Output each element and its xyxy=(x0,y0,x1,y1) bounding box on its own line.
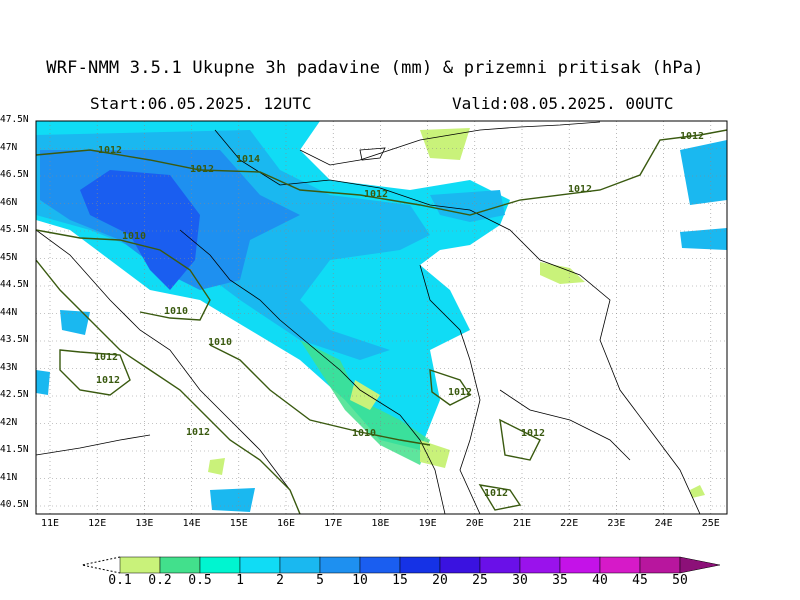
lon-tick-label: 15E xyxy=(229,518,248,529)
lon-tick-label: 16E xyxy=(276,518,296,529)
precip-field xyxy=(36,121,727,512)
lat-tick-label: 41.5N xyxy=(0,444,29,455)
isobar-label: 1012 xyxy=(98,145,122,156)
lon-tick-label: 23E xyxy=(607,518,626,529)
isobar-label: 1014 xyxy=(236,154,260,165)
legend-label: 40 xyxy=(592,573,608,588)
legend-label: 35 xyxy=(552,573,568,588)
lat-tick-label: 45.5N xyxy=(0,224,29,235)
isobar-label: 1010 xyxy=(352,428,376,439)
legend-swatch xyxy=(439,556,481,574)
legend-swatch xyxy=(639,556,681,574)
precipitation-map: 1012 1012 1014 1012 1010 1010 1010 1012 1012 1012… xyxy=(35,120,728,515)
isobar-label: 1012 xyxy=(448,387,472,398)
isobar-label: 1010 xyxy=(122,231,146,242)
lon-tick-label: 13E xyxy=(135,518,154,529)
isobar-label: 1012 xyxy=(94,352,118,363)
legend-label: 0.1 xyxy=(108,573,132,588)
valid-time: Valid:08.05.2025. 00UTC xyxy=(452,94,674,113)
lat-tick-label: 47.5N xyxy=(0,114,29,125)
isobar-label: 1012 xyxy=(568,184,592,195)
legend-swatch xyxy=(359,556,401,574)
legend-over-triangle xyxy=(679,556,721,574)
lat-tick-label: 42.5N xyxy=(0,389,29,400)
color-legend xyxy=(81,556,721,574)
isobar-label: 1012 xyxy=(521,428,545,439)
legend-swatch xyxy=(239,556,281,574)
legend-label: 25 xyxy=(472,573,488,588)
lon-tick-label: 18E xyxy=(371,518,390,529)
isobar-label: 1010 xyxy=(164,306,188,317)
legend-label: 20 xyxy=(432,573,448,588)
lat-tick-label: 43.5N xyxy=(0,334,29,345)
lon-tick-label: 22E xyxy=(560,518,579,529)
legend-swatch xyxy=(319,556,361,574)
legend-label: 45 xyxy=(632,573,648,588)
legend-swatch xyxy=(479,556,521,574)
lon-tick-label: 12E xyxy=(88,518,107,529)
legend-label: 15 xyxy=(392,573,408,588)
precip-area-light-green xyxy=(350,380,450,468)
legend-swatch xyxy=(199,556,241,574)
isobar-labels: 1012 1012 1014 1012 1010 1010 1010 1012 1012 1012… xyxy=(94,131,704,499)
legend-label: 0.2 xyxy=(148,573,172,588)
legend-label: 50 xyxy=(672,573,688,588)
legend-swatch xyxy=(559,556,601,574)
legend-label: 0.5 xyxy=(188,573,212,588)
legend-swatch xyxy=(159,556,201,574)
isobar-label: 1012 xyxy=(190,164,214,175)
lat-tick-label: 41N xyxy=(0,471,18,483)
legend-swatch xyxy=(279,556,321,574)
lat-tick-label: 40.5N xyxy=(0,499,29,510)
lon-tick-label: 24E xyxy=(654,518,673,529)
map-title: WRF-NMM 3.5.1 Ukupne 3h padavine (mm) & … xyxy=(46,58,704,78)
precip-area-core xyxy=(80,170,200,290)
isobar-label: 1012 xyxy=(364,189,388,200)
coastlines-borders xyxy=(36,121,701,514)
lat-tick-label: 44.5N xyxy=(0,279,29,290)
legend-swatch xyxy=(399,556,441,574)
isobar-label: 1012 xyxy=(484,488,508,499)
lon-tick-label: 11E xyxy=(40,518,60,529)
legend-swatch xyxy=(119,556,161,574)
lon-tick-label: 25E xyxy=(701,518,720,529)
legend-swatch xyxy=(599,556,641,574)
isobar-label: 1012 xyxy=(680,131,704,142)
lon-tick-label: 21E xyxy=(512,518,532,529)
legend-label: 30 xyxy=(512,573,528,588)
lon-tick-label: 17E xyxy=(324,518,343,529)
lat-tick-label: 47N xyxy=(0,141,18,153)
legend-swatch xyxy=(519,556,561,574)
legend-under-triangle xyxy=(81,556,121,574)
lat-tick-label: 46.5N xyxy=(0,169,29,180)
isobars xyxy=(36,129,727,514)
legend-label: 2 xyxy=(276,573,284,588)
legend-label: 10 xyxy=(352,573,368,588)
isobar-label: 1012 xyxy=(96,375,120,386)
lat-tick-label: 44N xyxy=(0,306,18,318)
precip-area-west-cells xyxy=(36,310,255,512)
legend-label: 5 xyxy=(316,573,324,588)
lat-tick-label: 43N xyxy=(0,361,18,373)
lon-tick-label: 20E xyxy=(465,518,484,529)
start-time: Start:06.05.2025. 12UTC xyxy=(90,94,312,113)
lat-tick-label: 45N xyxy=(0,251,18,263)
legend-label: 1 xyxy=(236,573,244,588)
isobar-label: 1010 xyxy=(208,337,232,348)
lat-tick-label: 46N xyxy=(0,196,18,208)
precip-area-east xyxy=(430,140,727,250)
lon-tick-label: 14E xyxy=(182,518,201,529)
isobar-label: 1012 xyxy=(186,427,210,438)
lon-tick-label: 19E xyxy=(418,518,437,529)
lat-tick-label: 42N xyxy=(0,416,18,428)
lat-lon-grid xyxy=(36,121,727,514)
